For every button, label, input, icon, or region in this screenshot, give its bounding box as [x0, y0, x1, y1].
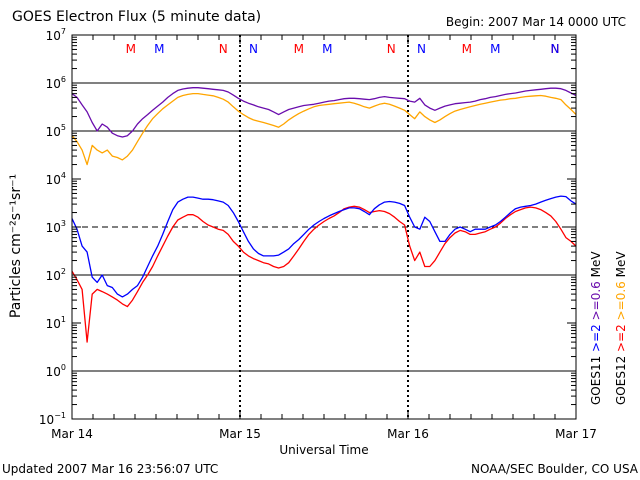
- mn-marker: N: [249, 42, 258, 56]
- series-lines: [71, 87, 577, 343]
- y-tick-label: 106: [46, 75, 66, 91]
- x-tick-label: Mar 16: [387, 427, 429, 441]
- mn-marker: N: [417, 42, 426, 56]
- series-line: [71, 205, 577, 343]
- series-line: [71, 92, 577, 166]
- x-tick-label: Mar 15: [219, 427, 261, 441]
- legend-entry: GOES12 >=2 >=0.6 MeV: [614, 251, 628, 405]
- series-line: [71, 195, 577, 298]
- updated-time: Updated 2007 Mar 16 23:56:07 UTC: [2, 462, 218, 476]
- y-tick-label: 102: [46, 267, 66, 283]
- credit: NOAA/SEC Boulder, CO USA: [471, 462, 639, 476]
- x-tick-label: Mar 17: [555, 427, 597, 441]
- y-tick-label: 10−1: [39, 411, 66, 427]
- chart-title: GOES Electron Flux (5 minute data): [12, 9, 261, 25]
- y-tick-label: 104: [46, 171, 66, 187]
- mn-marker: M: [294, 42, 304, 56]
- y-tick-label: 103: [46, 219, 66, 235]
- mn-marker: N: [219, 42, 228, 56]
- mn-marker: M: [490, 42, 500, 56]
- legend-entry: GOES11 >=2 >=0.6 MeV: [589, 251, 603, 405]
- y-tick-label: 101: [46, 315, 66, 331]
- begin-time: Begin: 2007 Mar 14 0000 UTC: [446, 15, 626, 29]
- mn-marker: N: [551, 42, 560, 56]
- mn-marker: M: [322, 42, 332, 56]
- mn-marker: M: [154, 42, 164, 56]
- x-tick-label: Mar 14: [51, 427, 93, 441]
- mn-marker: N: [387, 42, 396, 56]
- y-tick-label: 100: [46, 363, 66, 379]
- mn-markers: M M N N M M N N M M NN: [126, 42, 560, 56]
- mn-marker: M: [126, 42, 136, 56]
- mn-marker: N: [551, 42, 560, 56]
- series-line: [71, 87, 577, 138]
- x-axis-label: Universal Time: [279, 443, 368, 457]
- legend: GOES11 >=2 >=0.6 MeV GOES12 >=2 >=0.6 MeV: [589, 251, 628, 405]
- mn-marker: M: [462, 42, 472, 56]
- y-axis-label: Particles cm⁻²s⁻¹sr⁻¹: [8, 174, 24, 318]
- y-tick-label: 107: [46, 27, 66, 43]
- y-tick-label: 105: [46, 123, 66, 139]
